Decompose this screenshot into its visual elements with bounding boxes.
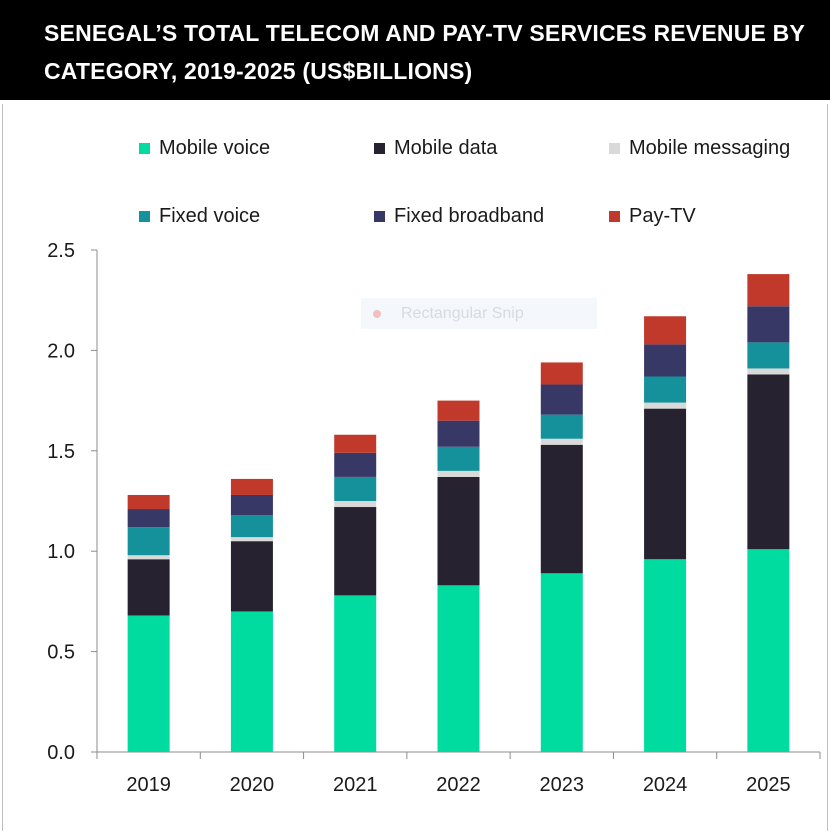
x-tick-label: 2022 — [436, 774, 481, 796]
legend-label-fixed-broadband: Fixed broadband — [394, 204, 545, 227]
x-tick-label: 2021 — [333, 774, 378, 796]
bar-segment-fixed-broadband-2025 — [747, 306, 790, 343]
x-tick-label: 2024 — [643, 774, 688, 796]
bar-segment-mobile-messaging-2024 — [644, 402, 687, 409]
bar-segment-mobile-data-2021 — [334, 507, 377, 596]
bar-segment-mobile-voice-2021 — [334, 595, 377, 752]
bar-segment-pay-tv-2025 — [747, 274, 790, 307]
chart-title-line-1: SENEGAL’S TOTAL TELECOM AND PAY-TV SERVI… — [44, 20, 805, 46]
bar-segment-fixed-broadband-2022 — [437, 420, 480, 447]
bar-segment-mobile-voice-2020 — [230, 611, 273, 752]
bar-segment-pay-tv-2023 — [540, 362, 583, 385]
bar-segment-mobile-data-2020 — [230, 541, 273, 612]
x-tick-label: 2019 — [126, 774, 171, 796]
x-tick-label: 2023 — [540, 774, 585, 796]
legend-label-mobile-data: Mobile data — [394, 136, 498, 159]
legend-label-mobile-voice: Mobile voice — [159, 136, 271, 159]
x-tick-label: 2020 — [230, 774, 275, 796]
y-tick-label: 0.5 — [47, 642, 75, 664]
bar-segment-fixed-voice-2025 — [747, 342, 790, 369]
legend-swatch-mobile-messaging — [609, 142, 620, 154]
bar-segment-fixed-voice-2022 — [437, 446, 480, 471]
legend-swatch-mobile-data — [374, 142, 385, 154]
legend-swatch-mobile-voice — [139, 142, 150, 154]
bar-segment-pay-tv-2019 — [127, 494, 170, 510]
bar-segment-mobile-voice-2025 — [747, 549, 790, 752]
bar-segment-pay-tv-2024 — [644, 316, 687, 345]
bar-segment-fixed-voice-2024 — [644, 376, 687, 403]
bar-segment-mobile-voice-2022 — [437, 585, 480, 752]
bar-segment-mobile-messaging-2019 — [127, 555, 170, 560]
legend-swatch-fixed-voice — [139, 210, 150, 222]
y-tick-label: 2.0 — [47, 340, 75, 362]
legend-item-mobile-voice: Mobile voice — [139, 136, 270, 160]
legend-label-pay-tv: Pay-TV — [629, 204, 696, 227]
legend-item-pay-tv: Pay-TV — [609, 204, 696, 228]
bar-segment-mobile-data-2025 — [747, 374, 790, 550]
y-tick-label: 1.5 — [47, 441, 75, 463]
rectangular-snip-overlay[interactable]: Rectangular Snip — [361, 298, 597, 329]
bar-segment-fixed-voice-2023 — [540, 414, 583, 439]
bar-segment-pay-tv-2021 — [334, 434, 377, 453]
y-tick-label: 0.0 — [47, 742, 75, 764]
bar-segment-mobile-data-2019 — [127, 559, 170, 616]
bar-segment-fixed-voice-2021 — [334, 476, 377, 501]
legend-item-mobile-messaging: Mobile messaging — [609, 136, 790, 160]
bar-segment-fixed-broadband-2023 — [540, 384, 583, 415]
legend-label-fixed-voice: Fixed voice — [159, 204, 261, 227]
legend-item-fixed-voice: Fixed voice — [139, 204, 260, 228]
y-tick-label: 1.0 — [47, 541, 75, 563]
bar-segment-mobile-messaging-2021 — [334, 501, 377, 508]
bar-segment-fixed-broadband-2020 — [230, 494, 273, 516]
bar-segment-mobile-data-2022 — [437, 476, 480, 586]
legend-swatch-fixed-broadband — [374, 210, 385, 222]
chart-header: SENEGAL’S TOTAL TELECOM AND PAY-TV SERVI… — [0, 0, 830, 100]
bar-segment-fixed-broadband-2021 — [334, 452, 377, 477]
bar-segment-mobile-voice-2023 — [540, 573, 583, 752]
legend-label-mobile-messaging: Mobile messaging — [629, 136, 791, 159]
bar-segment-mobile-data-2024 — [644, 408, 687, 560]
bar-segment-pay-tv-2022 — [437, 400, 480, 421]
bar-segment-mobile-data-2023 — [540, 444, 583, 574]
bar-segment-fixed-voice-2019 — [127, 527, 170, 556]
y-tick-label: 2.5 — [47, 240, 75, 262]
bar-segment-mobile-voice-2019 — [127, 615, 170, 752]
legend-item-fixed-broadband: Fixed broadband — [374, 204, 544, 228]
bar-segment-mobile-messaging-2025 — [747, 368, 790, 375]
snip-dot-icon — [373, 309, 381, 318]
bar-segment-mobile-messaging-2022 — [437, 470, 480, 477]
bar-segment-mobile-messaging-2023 — [540, 438, 583, 445]
chart-title-line-2: CATEGORY, 2019-2025 (US$BILLIONS) — [44, 58, 473, 84]
bar-segment-mobile-messaging-2020 — [230, 537, 273, 542]
legend-swatch-pay-tv — [609, 210, 620, 222]
rectangular-snip-label: Rectangular Snip — [401, 304, 524, 322]
bar-segment-pay-tv-2020 — [230, 478, 273, 495]
bar-segment-fixed-broadband-2024 — [644, 344, 687, 377]
legend-item-mobile-data: Mobile data — [374, 136, 497, 160]
chart-frame — [2, 104, 828, 831]
bar-segment-fixed-voice-2020 — [230, 515, 273, 538]
bar-segment-mobile-voice-2024 — [644, 559, 687, 752]
x-tick-label: 2025 — [746, 774, 791, 796]
bar-segment-fixed-broadband-2019 — [127, 509, 170, 528]
